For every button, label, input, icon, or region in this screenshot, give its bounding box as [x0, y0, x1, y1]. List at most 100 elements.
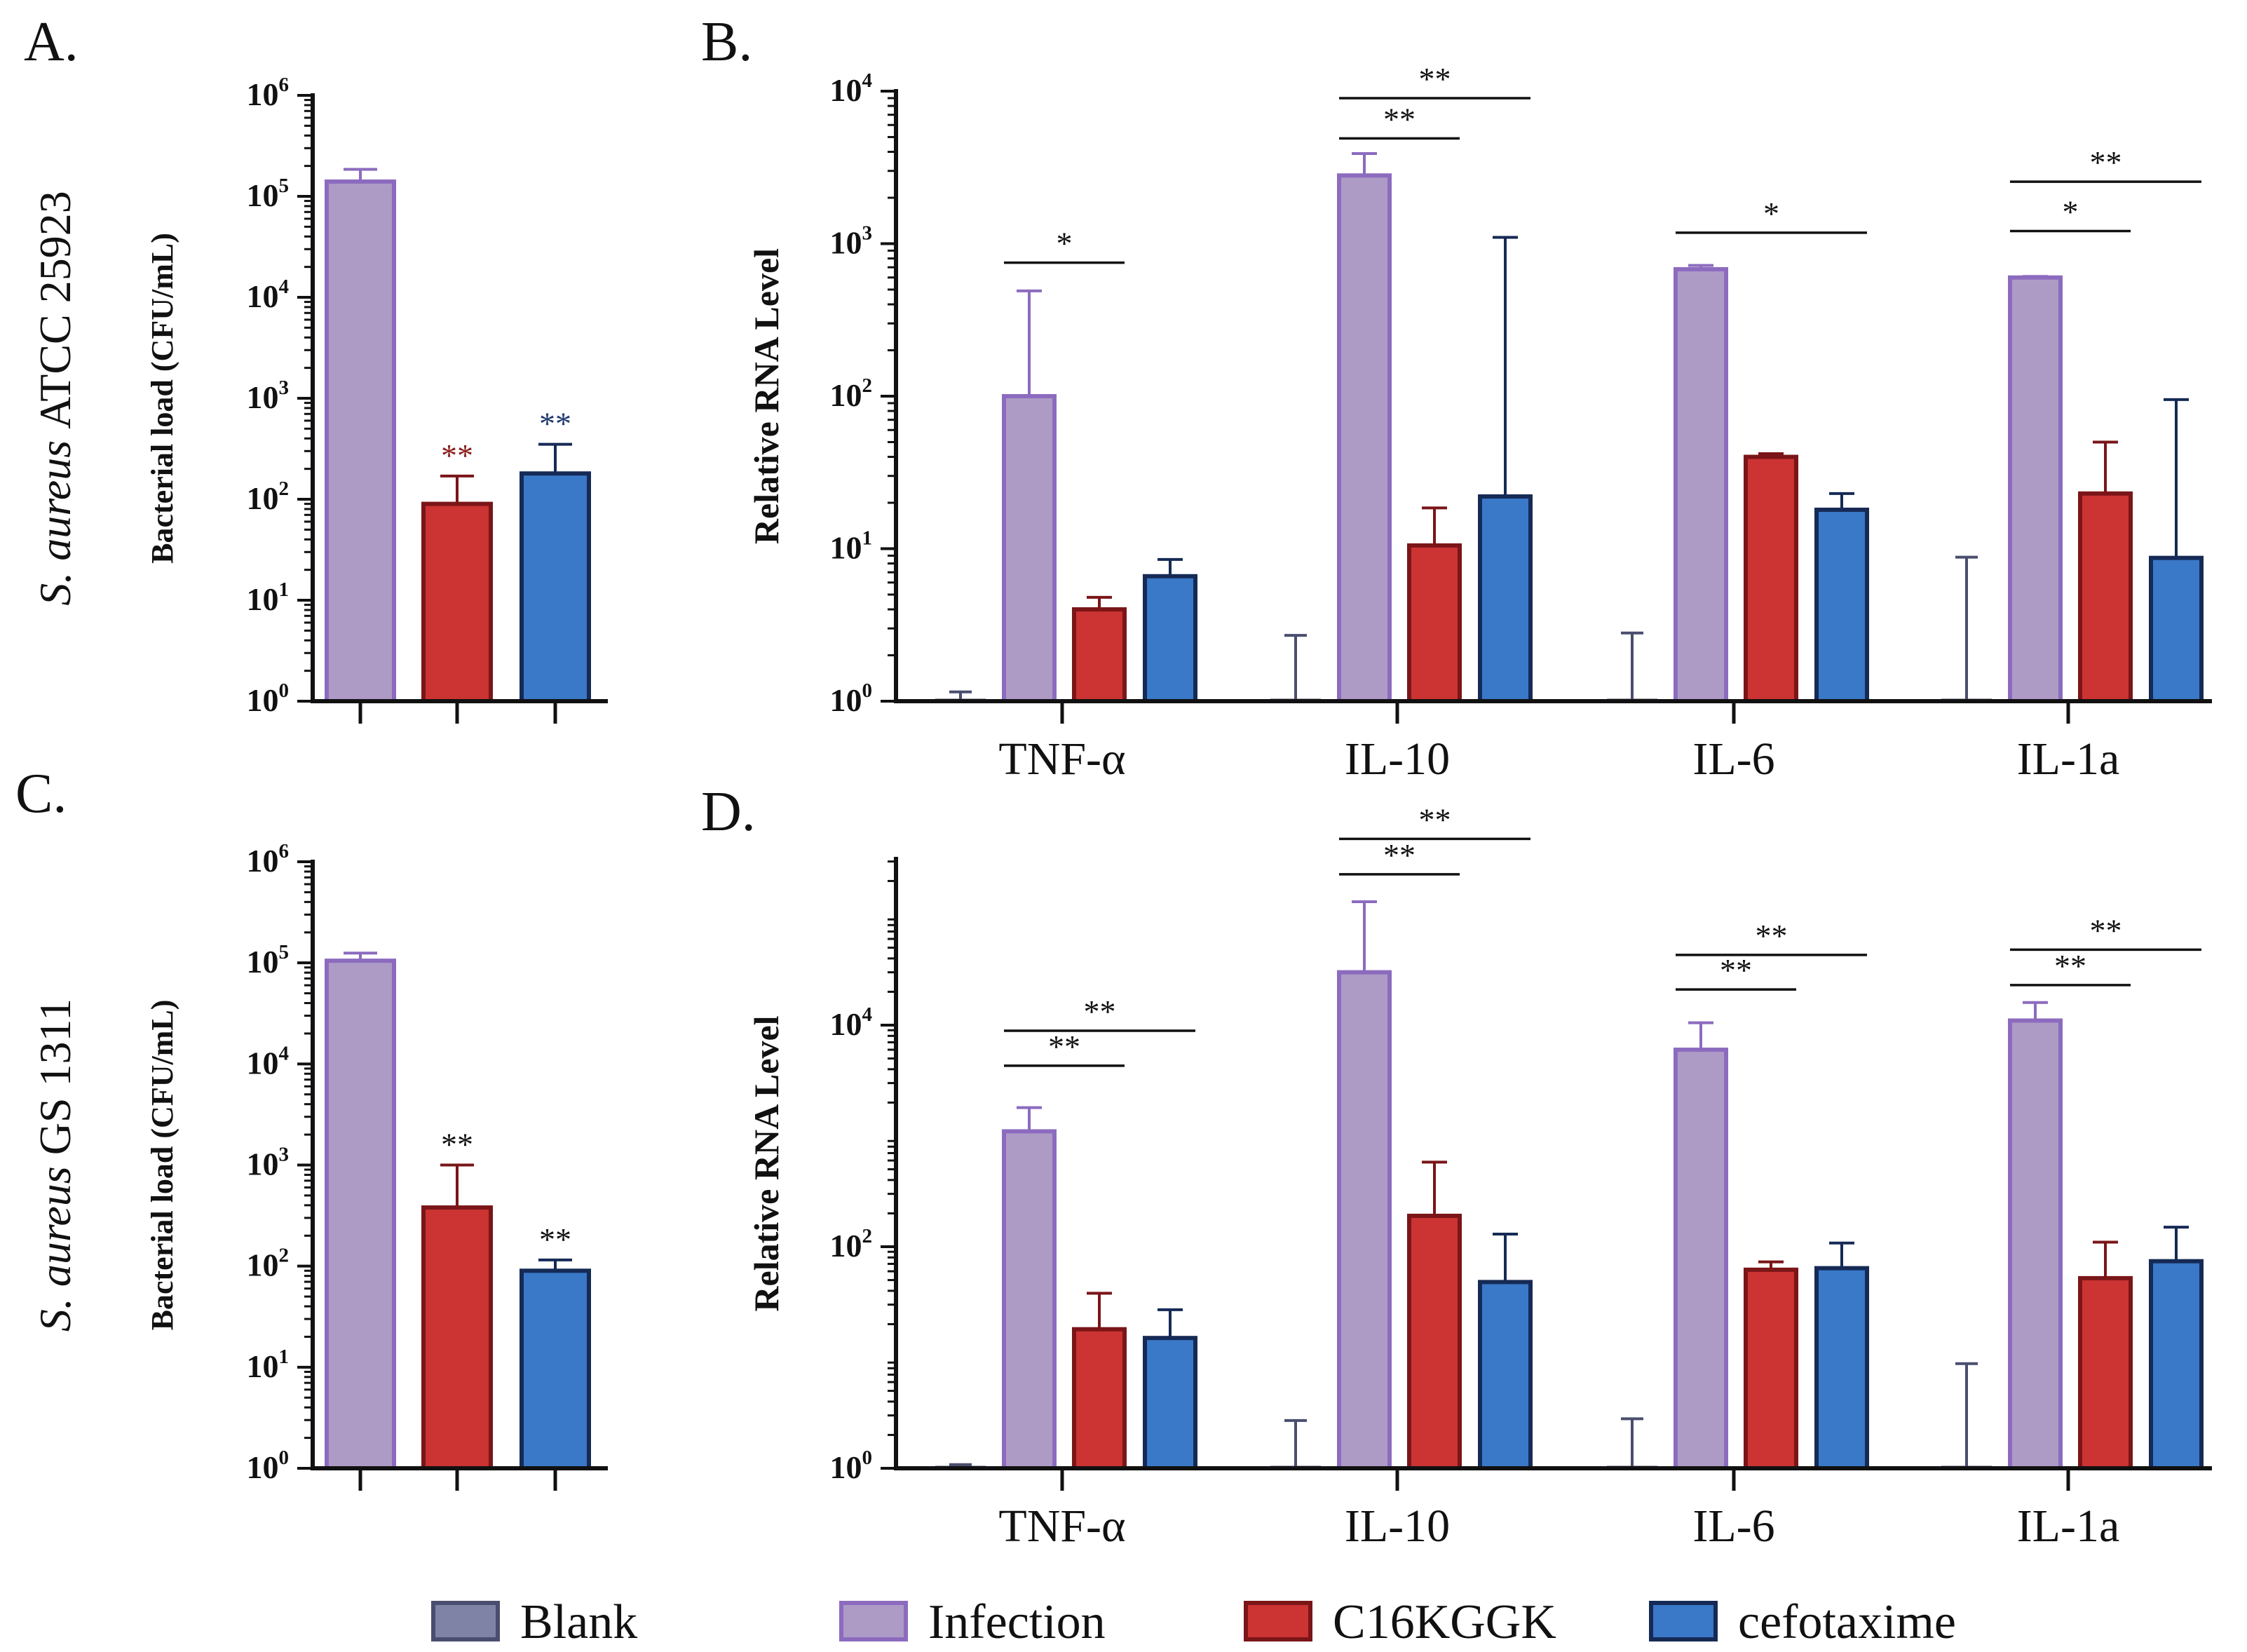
comparison-label: **	[1383, 837, 1416, 873]
bar-cefotaxime	[1478, 494, 1533, 703]
y-tick-base: 10	[247, 76, 279, 112]
bar-cefotaxime	[1814, 1266, 1869, 1470]
y-tick-exp: 2	[862, 1225, 873, 1247]
species-name: S. aureus	[30, 1155, 80, 1332]
legend-swatch-infection	[839, 1601, 908, 1641]
significance-label: **	[539, 1221, 571, 1257]
y-tick-label: 101	[830, 527, 873, 566]
row-label: S. aureus ATCC 25923	[30, 191, 80, 605]
bar-c16kggk	[1407, 1213, 1462, 1470]
bar-infection	[1674, 266, 1728, 703]
y-tick-exp: 6	[279, 840, 290, 862]
y-tick-exp: 6	[279, 74, 290, 96]
legend-label-cefotaxime: cefotaxime	[1738, 1595, 1956, 1649]
y-tick-label: 106	[247, 840, 290, 879]
y-tick-base: 10	[830, 225, 862, 261]
y-tick-label: 101	[247, 578, 290, 617]
bar-cefotaxime	[1814, 507, 1869, 703]
bar-infection	[325, 959, 396, 1470]
y-tick-exp: 4	[862, 69, 873, 92]
y-tick-exp: 1	[279, 578, 290, 601]
legend: Blank Infection C16KGGK cefotaxime	[431, 1595, 1956, 1649]
comparison-label: **	[2090, 144, 2122, 180]
y-tick-exp: 4	[279, 276, 290, 298]
x-category-label: TNF-α	[998, 1501, 1125, 1552]
bar-c16kggk	[1744, 1267, 1798, 1470]
y-tick-exp: 1	[279, 1346, 290, 1368]
y-tick-base: 10	[247, 1247, 279, 1283]
bar-c16kggk	[421, 1205, 493, 1470]
x-category-label: IL-10	[1345, 733, 1450, 785]
y-axis-label: Bacterial load (CFU/mL)	[145, 1000, 179, 1331]
bar-infection	[1337, 173, 1392, 704]
bar-c16kggk	[1072, 1327, 1127, 1471]
y-tick-base: 10	[247, 581, 279, 617]
panel-letter: C.	[15, 763, 67, 825]
bar-c16kggk	[1744, 454, 1798, 703]
bar-cefotaxime	[1143, 1336, 1197, 1471]
y-tick-label: 102	[830, 1225, 873, 1264]
y-tick-label: 104	[830, 69, 873, 108]
y-tick-label: 102	[830, 374, 873, 413]
y-tick-label: 103	[247, 1144, 290, 1182]
y-tick-label: 104	[247, 1042, 290, 1081]
bar-infection	[2008, 1018, 2063, 1470]
y-tick-label: 105	[247, 941, 290, 980]
strain-name: ATCC 25923	[30, 191, 80, 429]
y-tick-base: 10	[247, 177, 279, 213]
y-tick-label: 106	[247, 74, 290, 112]
legend-swatch-cefotaxime	[1649, 1601, 1718, 1641]
y-tick-exp: 4	[862, 1003, 873, 1026]
comparison-label: **	[2054, 948, 2086, 984]
bar-c16kggk	[1072, 607, 1127, 703]
x-category-label: IL-6	[1692, 733, 1774, 785]
y-tick-label: 102	[247, 478, 290, 516]
y-tick-base: 10	[830, 530, 862, 566]
y-tick-exp: 4	[279, 1042, 290, 1064]
comparison-label: *	[1057, 226, 1073, 262]
legend-label-blank: Blank	[520, 1595, 637, 1649]
y-tick-base: 10	[830, 1449, 862, 1485]
panel-letter: B.	[701, 11, 752, 73]
y-tick-base: 10	[247, 1045, 279, 1081]
comparison-label: **	[1084, 994, 1116, 1029]
y-tick-exp: 3	[279, 1144, 290, 1166]
significance-label: **	[441, 1127, 473, 1163]
y-tick-exp: 2	[279, 478, 290, 500]
y-tick-base: 10	[247, 1449, 279, 1485]
y-tick-base: 10	[247, 480, 279, 516]
y-tick-base: 10	[247, 379, 279, 415]
x-category-label: IL-10	[1345, 1501, 1450, 1552]
x-category-label: TNF-α	[998, 733, 1125, 785]
species-name: S. aureus	[30, 429, 80, 606]
bar-cefotaxime	[2149, 1259, 2204, 1470]
x-category-label: IL-1a	[2017, 1501, 2120, 1552]
y-tick-label: 100	[830, 1447, 873, 1485]
y-tick-exp: 2	[279, 1245, 290, 1267]
y-tick-base: 10	[830, 72, 862, 108]
legend-swatch-c16kggk	[1244, 1601, 1312, 1641]
y-tick-base: 10	[247, 944, 279, 980]
bar-infection	[2008, 275, 2063, 704]
y-tick-exp: 2	[862, 374, 873, 397]
y-tick-label: 100	[247, 1447, 290, 1485]
y-tick-base: 10	[247, 682, 279, 718]
panel-letter: A.	[24, 11, 79, 73]
x-category-label: IL-1a	[2017, 733, 2120, 785]
x-category-label: IL-6	[1692, 1501, 1774, 1552]
bar-c16kggk	[2078, 1275, 2133, 1470]
y-tick-label: 102	[247, 1245, 290, 1283]
bar-cefotaxime	[2149, 555, 2204, 703]
legend-label-c16kggk: C16KGGK	[1333, 1595, 1556, 1649]
y-tick-label: 104	[830, 1003, 873, 1042]
y-tick-label: 103	[830, 222, 873, 261]
y-tick-exp: 5	[279, 941, 290, 963]
y-tick-label: 105	[247, 175, 290, 213]
bar-cefotaxime	[520, 1268, 591, 1471]
comparison-label: **	[1756, 918, 1788, 954]
comparison-label: **	[1419, 61, 1451, 97]
row-label: S. aureus GS 1311	[30, 998, 80, 1332]
